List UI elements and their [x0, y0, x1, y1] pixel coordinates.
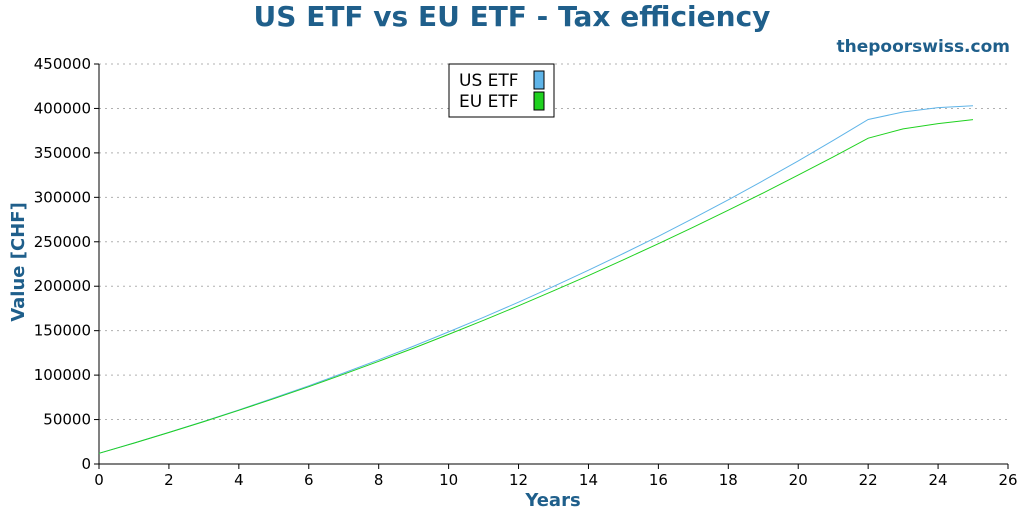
y-tick-label: 400000 [34, 99, 91, 117]
y-tick-label: 0 [81, 455, 91, 473]
y-tick-label: 300000 [34, 188, 91, 206]
x-tick-label: 24 [929, 471, 948, 489]
y-tick-label: 350000 [34, 144, 91, 162]
x-tick-label: 6 [304, 471, 314, 489]
x-tick-label: 12 [509, 471, 528, 489]
x-tick-label: 26 [998, 471, 1017, 489]
y-axis-title: Value [CHF] [8, 202, 29, 322]
grid-lines [99, 63, 1008, 421]
x-tick-label: 10 [439, 471, 458, 489]
x-tick-label: 4 [234, 471, 244, 489]
y-tick-label: 450000 [34, 55, 91, 73]
x-axis-title: Years [524, 490, 580, 511]
axes [94, 63, 1009, 469]
x-tick-label: 0 [94, 471, 104, 489]
y-tick-label: 100000 [34, 366, 91, 384]
x-tick-label: 16 [649, 471, 668, 489]
x-tick-label: 20 [789, 471, 808, 489]
x-tick-label: 2 [164, 471, 174, 489]
x-tick-labels: 0 2 4 6 8 10 12 14 16 18 20 22 24 26 [94, 471, 1017, 489]
y-tick-label: 200000 [34, 277, 91, 295]
x-tick-label: 8 [374, 471, 384, 489]
legend-label-eu-etf: EU ETF [459, 92, 519, 112]
legend: US ETF EU ETF [448, 63, 555, 118]
series-line-eu-etf [98, 119, 974, 454]
x-tick-label: 18 [719, 471, 738, 489]
site-credit: thepoorswiss.com [837, 37, 1011, 57]
y-tick-label: 150000 [34, 322, 91, 340]
y-tick-label: 50000 [43, 411, 91, 429]
x-tick-label: 22 [859, 471, 878, 489]
y-tick-labels: 0 50000 100000 150000 200000 250000 300000 3500… [34, 55, 91, 473]
x-tick-label: 14 [579, 471, 598, 489]
legend-swatch-us-etf [533, 70, 545, 90]
legend-swatch-eu-etf [533, 91, 545, 111]
legend-label-us-etf: US ETF [459, 71, 519, 91]
chart-title: US ETF vs EU ETF - Tax efficiency [254, 0, 771, 33]
series-line-us-etf [98, 105, 974, 454]
series-lines [98, 105, 974, 454]
y-tick-label: 250000 [34, 233, 91, 251]
